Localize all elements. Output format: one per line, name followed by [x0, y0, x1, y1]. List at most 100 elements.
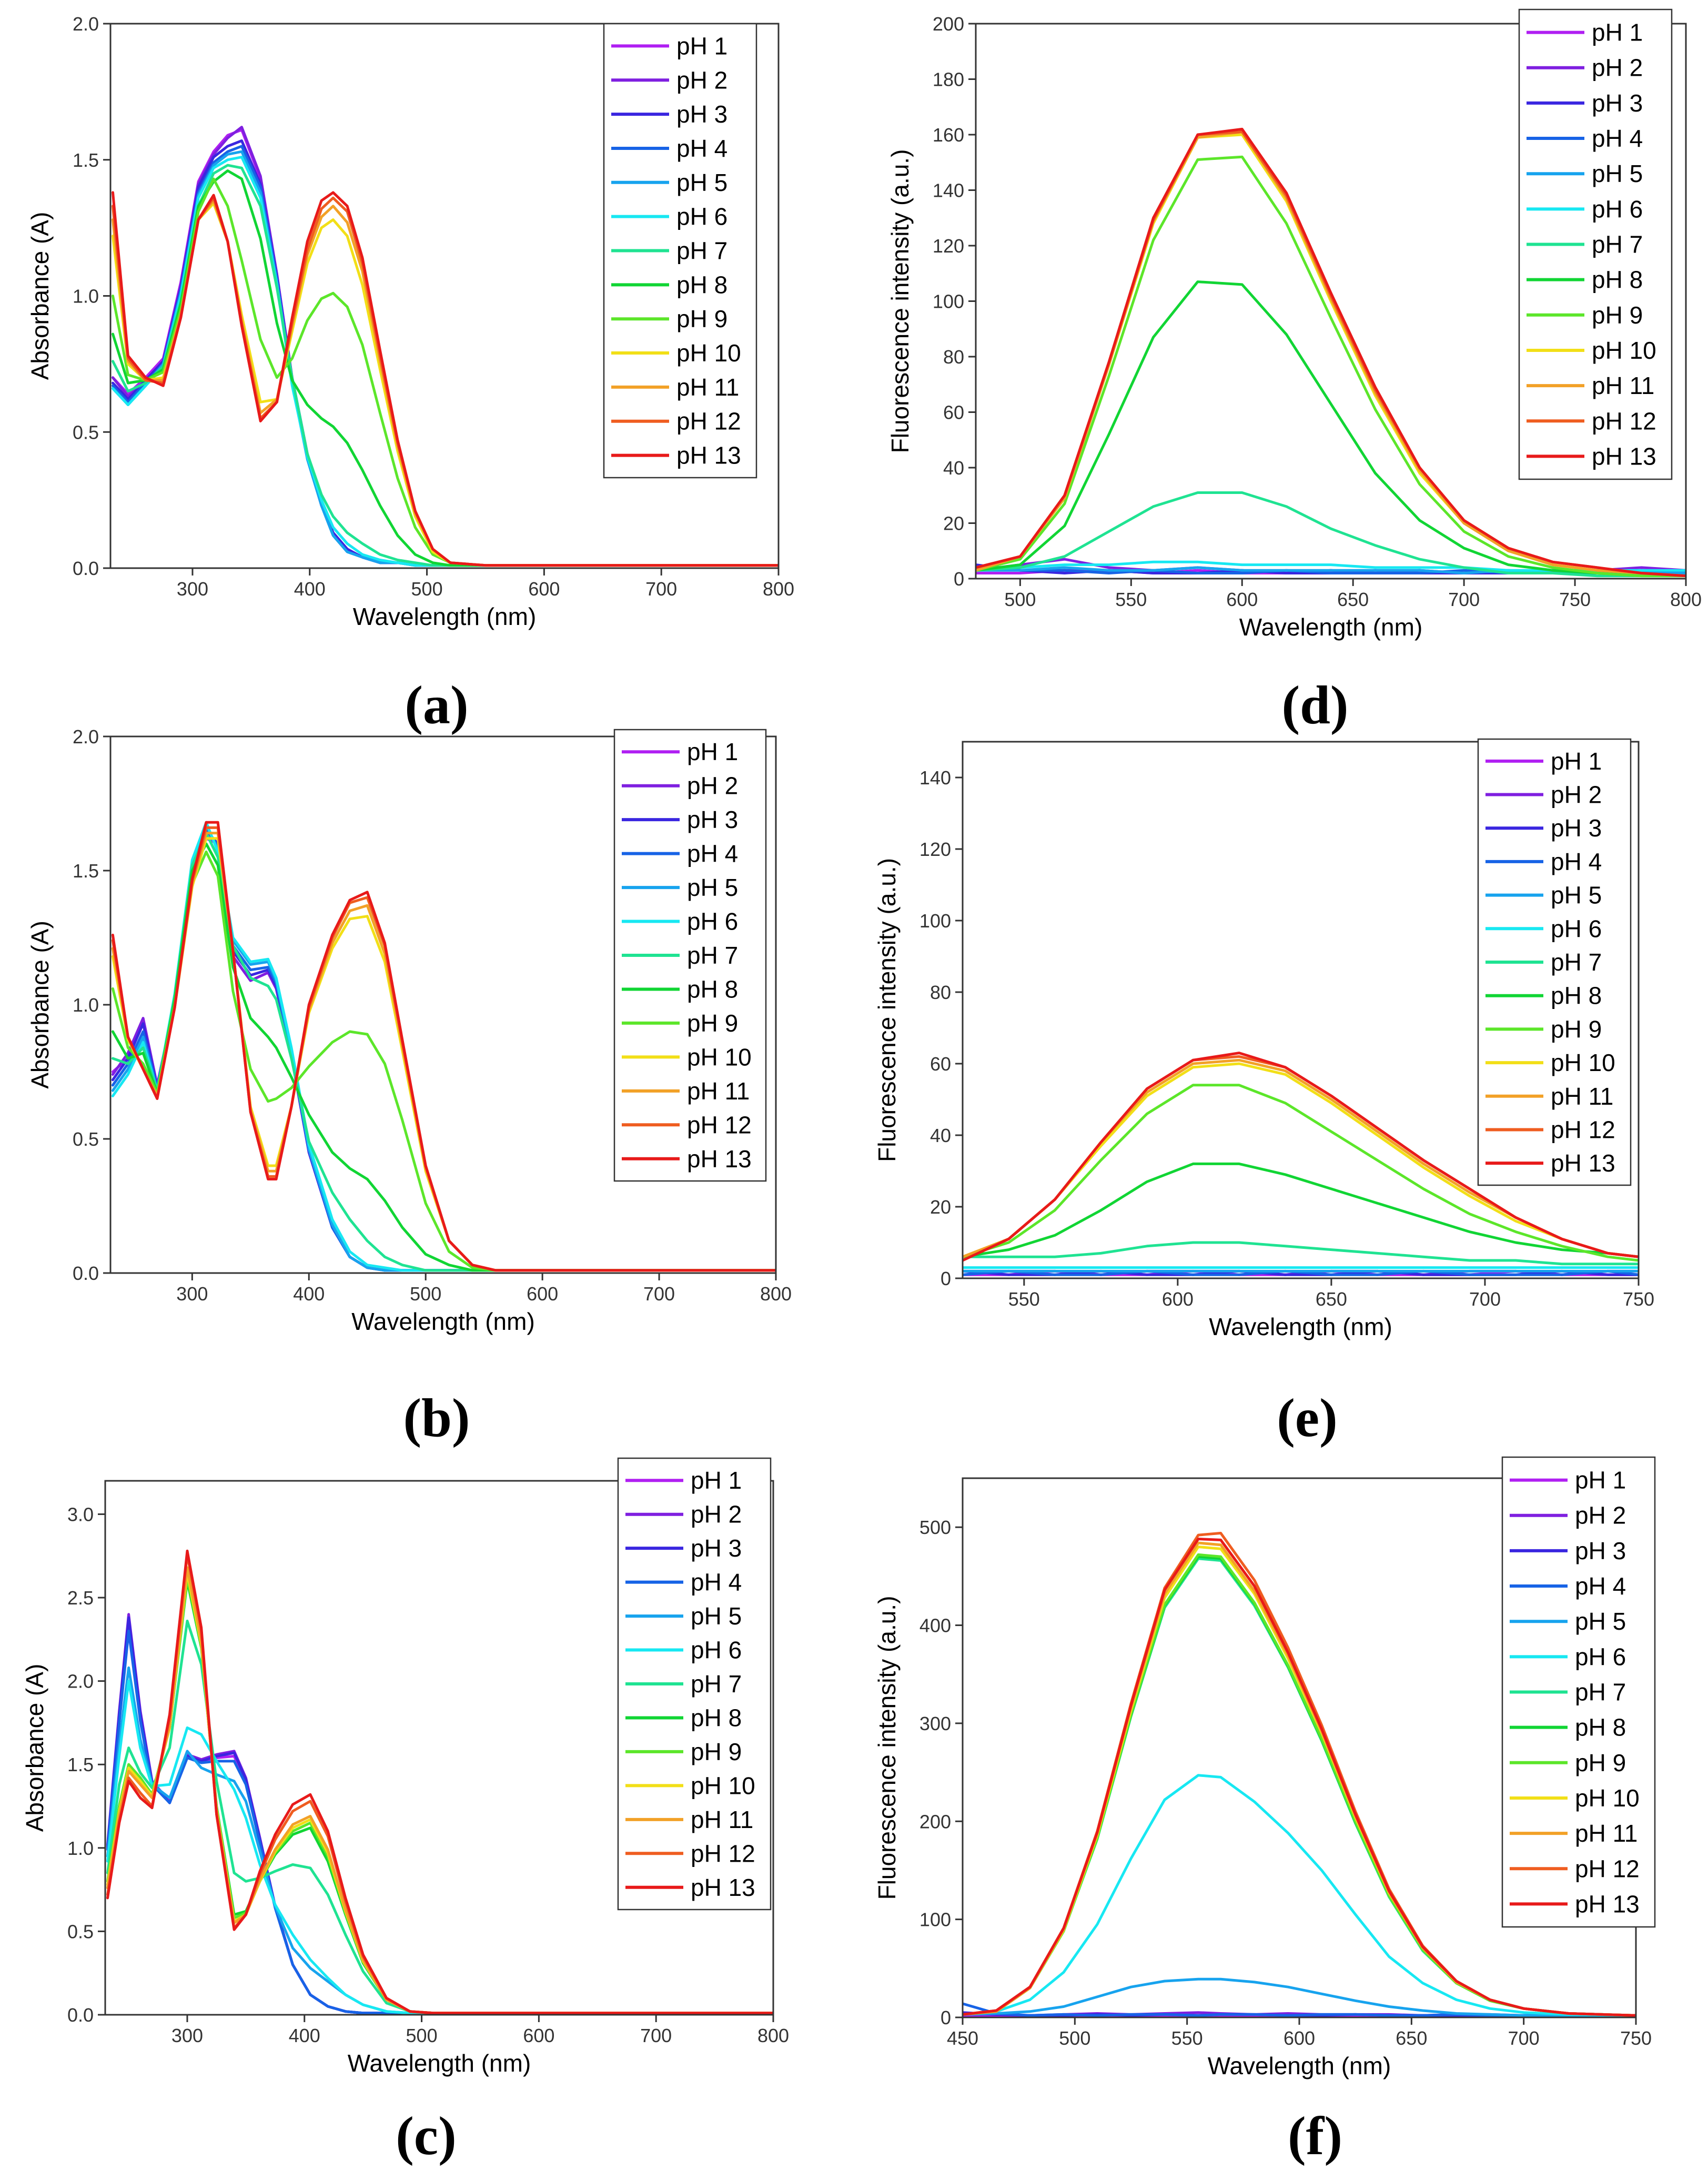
y-tick-label: 1.0 [73, 994, 99, 1016]
series-line-ph5 [963, 1977, 1636, 2017]
legend-label: pH 8 [1575, 1714, 1626, 1741]
y-tick-label: 0.5 [73, 421, 99, 443]
y-tick-label: 0 [954, 568, 964, 590]
panel-label: (b) [403, 1388, 470, 1448]
legend-label: pH 1 [687, 738, 738, 765]
x-tick-label: 500 [1059, 2027, 1090, 2049]
legend-label: pH 2 [676, 66, 727, 94]
y-axis-title: Absorbance (A) [21, 1664, 48, 1832]
y-tick-label: 120 [933, 235, 964, 257]
series-line-ph3 [963, 1269, 1639, 1276]
series-line-ph13 [112, 191, 779, 567]
y-tick-label: 80 [943, 346, 964, 368]
series-group [111, 821, 776, 1272]
series-line-ph13 [976, 127, 1686, 578]
y-tick-label: 60 [930, 1053, 951, 1075]
legend-label: pH 10 [676, 339, 741, 367]
legend-label: pH 5 [1592, 160, 1643, 187]
legend: pH 1 pH 2 pH 3 pH 4 pH 5 pH 6 pH 7 pH 8 pH 9 pH 1… [617, 1457, 772, 1911]
plot-frame [104, 1480, 774, 2016]
legend-label: pH 3 [691, 1534, 742, 1562]
y-tick-label: 140 [933, 180, 964, 201]
x-tick-label: 700 [645, 578, 677, 600]
series-group [963, 1531, 1636, 2017]
y-tick-label: 500 [919, 1517, 951, 1538]
panel-b: 300 400 500 600 700 800 0.0 0.5 1.0 1.5 2.0 Wavelen… [26, 726, 792, 1448]
legend-label: pH 12 [676, 408, 741, 435]
panel-label: (d) [1281, 675, 1348, 735]
legend-label: pH 9 [1592, 301, 1643, 329]
y-tick-label: 120 [919, 839, 951, 860]
legend-label: pH 1 [1592, 19, 1643, 46]
x-tick-label: 550 [1008, 1288, 1040, 1310]
series-line-ph8 [976, 280, 1686, 578]
x-tick-label: 500 [1004, 589, 1036, 610]
y-tick-label: 0.0 [67, 2004, 94, 2026]
legend-label: pH 5 [1551, 882, 1602, 909]
series-line-ph13 [963, 1052, 1639, 1262]
y-tick-label: 40 [930, 1125, 951, 1146]
x-tick-label: 650 [1396, 2027, 1427, 2049]
x-tick-label: 400 [289, 2025, 320, 2046]
legend-label: pH 3 [1575, 1537, 1626, 1564]
legend-label: pH 11 [1551, 1083, 1613, 1110]
x-axis-title: Wavelength (nm) [348, 2049, 531, 2077]
y-tick-label: 80 [930, 982, 951, 1003]
x-tick-label: 300 [176, 1283, 208, 1305]
x-tick-label: 400 [293, 1283, 325, 1305]
legend: pH 1 pH 2 pH 3 pH 4 pH 5 pH 6 pH 7 pH 8 pH 9 pH 1… [1518, 8, 1673, 480]
legend: pH 1 pH 2 pH 3 pH 4 pH 5 pH 6 pH 7 pH 8 pH 9 pH 1… [1501, 1456, 1656, 1928]
legend-label: pH 10 [687, 1043, 752, 1071]
x-tick-label: 750 [1559, 589, 1591, 610]
y-tick-label: 100 [919, 910, 951, 932]
y-tick-label: 1.0 [67, 1837, 94, 1859]
x-tick-label: 550 [1171, 2027, 1203, 2049]
y-tick-label: 0.5 [73, 1128, 99, 1150]
legend-label: pH 7 [691, 1670, 742, 1698]
y-tick-label: 1.5 [67, 1754, 94, 1775]
series-line-ph4 [963, 1269, 1639, 1276]
x-tick-label: 300 [177, 578, 208, 600]
y-tick-label: 200 [919, 1811, 951, 1832]
series-line-ph8 [963, 1162, 1639, 1258]
x-tick-label: 650 [1316, 1288, 1347, 1310]
x-tick-label: 400 [294, 578, 326, 600]
legend-label: pH 8 [691, 1704, 742, 1731]
legend-label: pH 11 [691, 1806, 753, 1833]
x-tick-label: 700 [1469, 1288, 1501, 1310]
y-tick-label: 2.0 [73, 726, 99, 748]
x-tick-label: 800 [757, 2025, 789, 2046]
x-tick-label: 300 [171, 2025, 203, 2046]
series-group [112, 126, 779, 567]
legend-label: pH 9 [1551, 1015, 1602, 1043]
legend: pH 1 pH 2 pH 3 pH 4 pH 5 pH 6 pH 7 pH 8 pH 9 pH 1… [1477, 738, 1632, 1186]
series-group [963, 1052, 1639, 1276]
x-tick-label: 700 [643, 1283, 675, 1305]
y-tick-label: 0.5 [67, 1921, 94, 1942]
x-tick-label: 750 [1620, 2027, 1652, 2049]
series-group [976, 127, 1686, 578]
legend-label: pH 6 [1575, 1643, 1626, 1670]
x-tick-label: 500 [406, 2025, 438, 2046]
y-tick-label: 40 [943, 457, 964, 479]
series-line-ph13 [106, 1549, 773, 2015]
y-tick-label: 2.0 [73, 13, 99, 35]
legend-label: pH 4 [1592, 125, 1643, 152]
y-axis-title: Fluorescence intensity (a.u.) [873, 1596, 901, 1900]
panel-f: 450 500 550 600 650 700 750 0 100 200 300 400 500 Wav… [873, 1456, 1656, 2166]
legend-label: pH 6 [691, 1637, 742, 1664]
legend-label: pH 9 [687, 1009, 738, 1037]
x-tick-label: 500 [411, 578, 443, 600]
legend-label: pH 7 [687, 942, 738, 969]
x-axis-title: Wavelength (nm) [353, 603, 537, 630]
x-tick-label: 800 [763, 578, 794, 600]
panel-label: (c) [396, 2106, 456, 2166]
legend-label: pH 3 [687, 806, 738, 833]
x-tick-label: 750 [1623, 1288, 1654, 1310]
y-axis-title: Absorbance (A) [26, 212, 54, 380]
legend-label: pH 7 [1575, 1679, 1626, 1706]
legend: pH 1 pH 2 pH 3 pH 4 pH 5 pH 6 pH 7 pH 8 pH 9 pH 1… [613, 729, 767, 1182]
series-line-ph9 [963, 1084, 1639, 1262]
y-axis-title: Absorbance (A) [26, 921, 54, 1089]
